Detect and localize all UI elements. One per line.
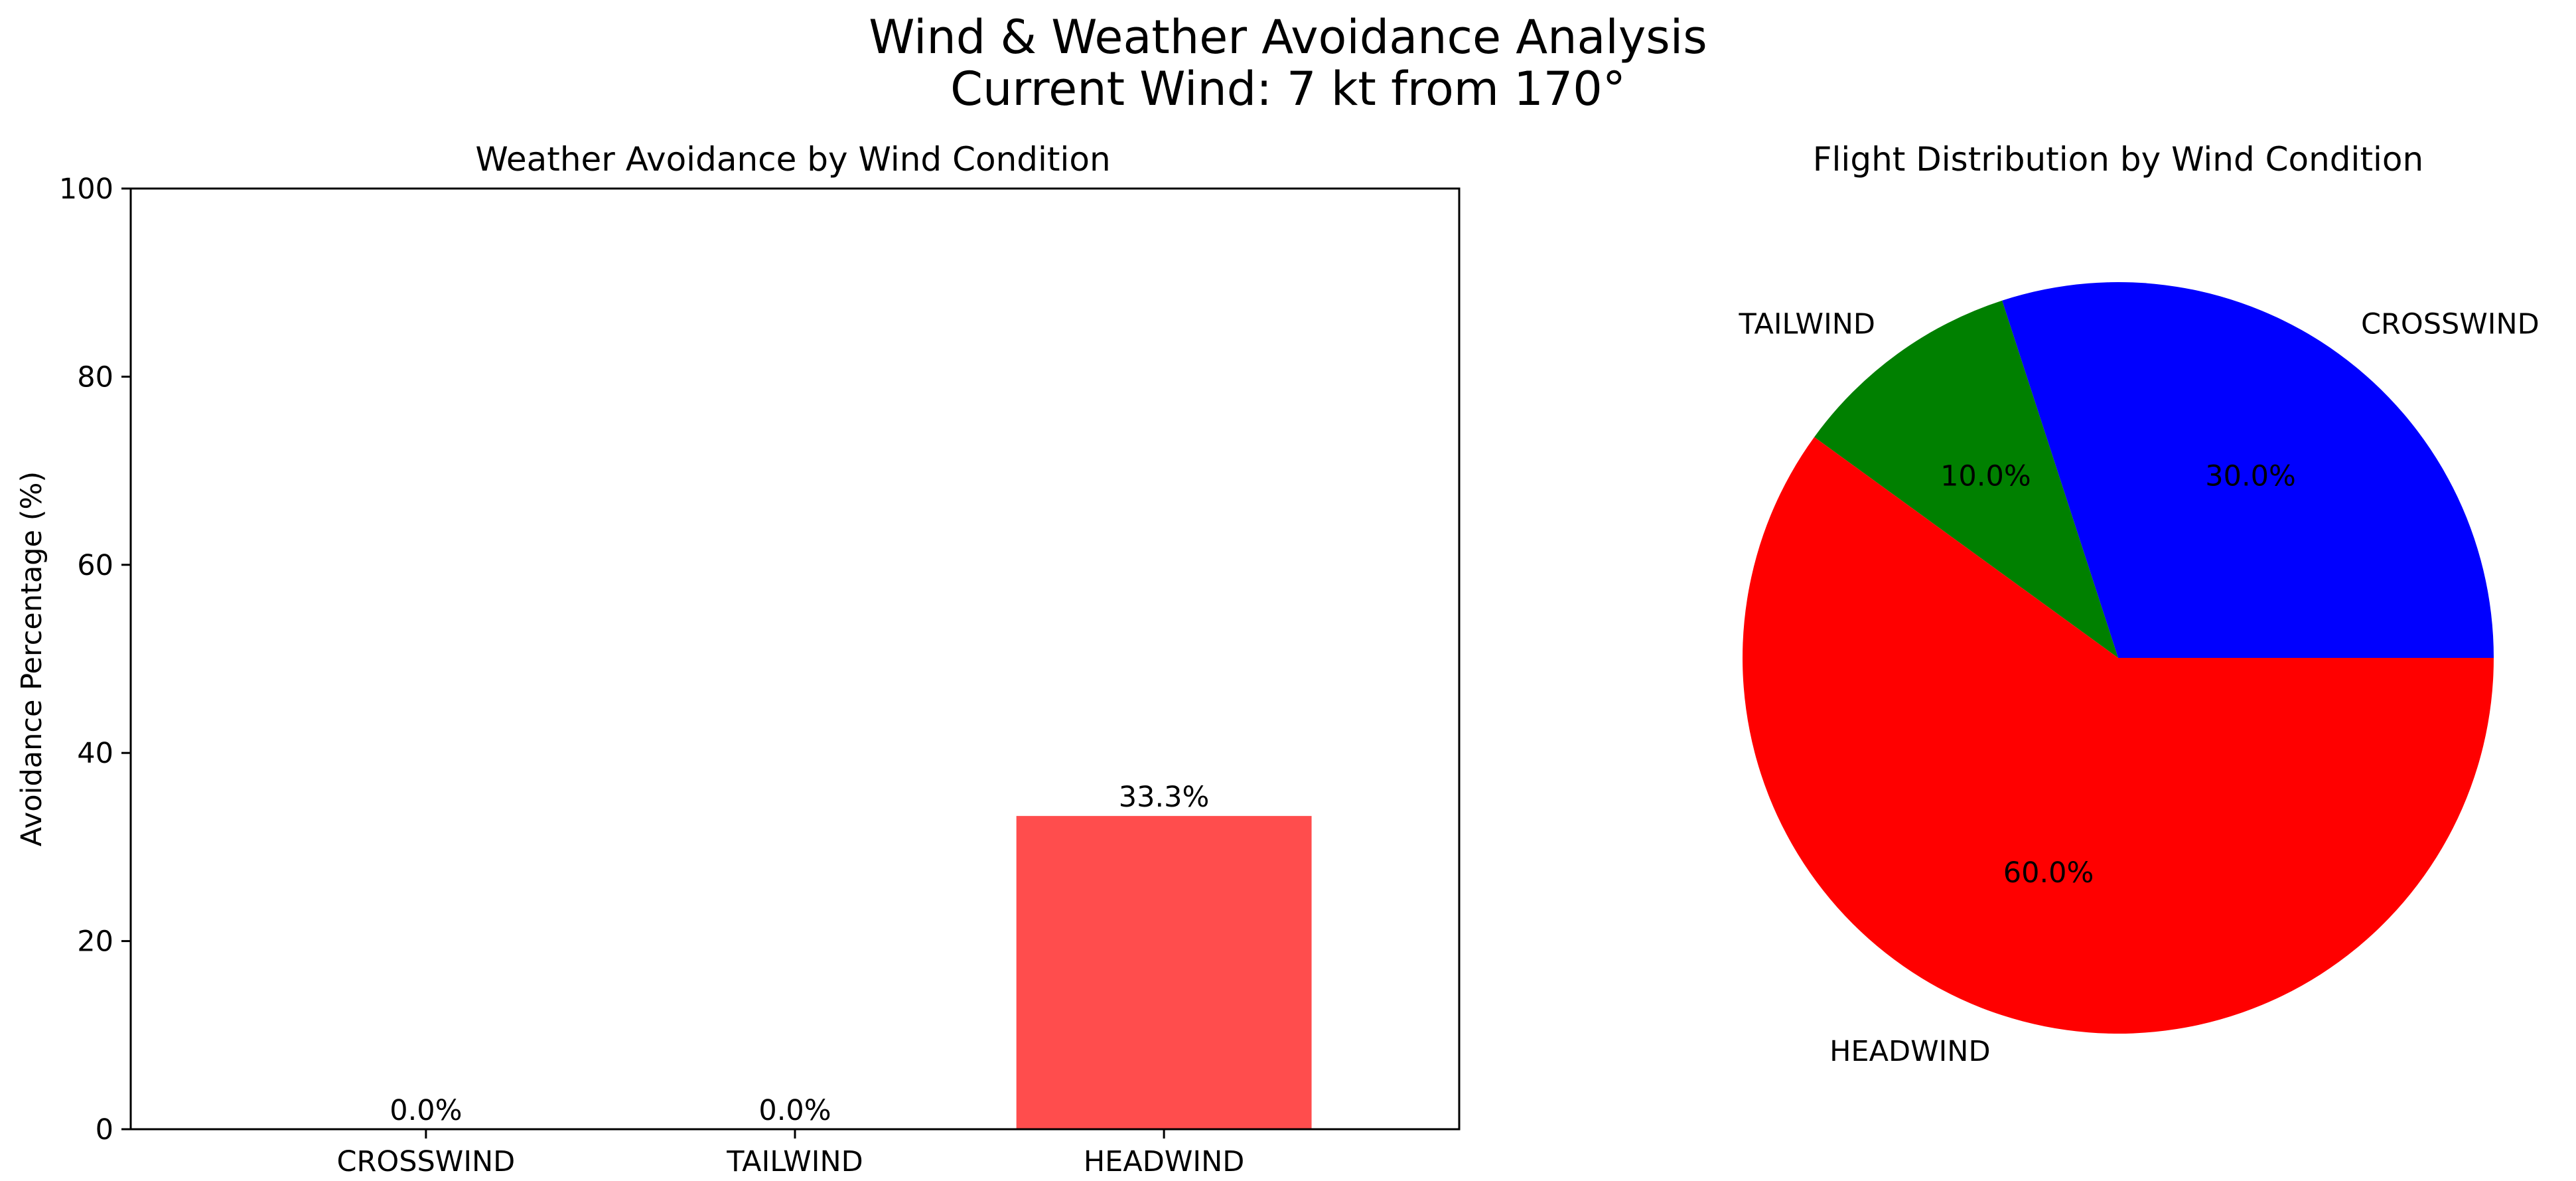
pie-percent-tailwind: 10.0% bbox=[1940, 459, 2031, 493]
y-tick-label: 60 bbox=[77, 549, 113, 582]
x-tick-label-headwind: HEADWIND bbox=[1084, 1145, 1245, 1178]
y-tick-label: 0 bbox=[96, 1113, 113, 1146]
bar-chart-title: Weather Avoidance by Wind Condition bbox=[475, 140, 1110, 179]
pie-labels: CROSSWIND TAILWIND HEADWIND bbox=[1739, 307, 2540, 1068]
pie-chart-title: Flight Distribution by Wind Condition bbox=[1813, 140, 2423, 179]
bar-value-label-headwind: 33.3% bbox=[1119, 781, 1210, 814]
bar-series bbox=[1016, 816, 1312, 1129]
figure-subtitle: Current Wind: 7 kt from 170° bbox=[950, 62, 1626, 116]
pie-chart: Flight Distribution by Wind Condition CR… bbox=[1739, 140, 2540, 1068]
y-tick-label: 40 bbox=[77, 737, 113, 770]
bar-x-axis: CROSSWIND TAILWIND HEADWIND bbox=[336, 1129, 1244, 1178]
y-tick-label: 20 bbox=[77, 925, 113, 959]
bar-y-axis: 0 20 40 60 80 100 bbox=[59, 173, 131, 1146]
pie-label-tailwind: TAILWIND bbox=[1739, 307, 1876, 341]
pie-label-crosswind: CROSSWIND bbox=[2361, 307, 2540, 341]
bar-y-axis-label: Avoidance Percentage (%) bbox=[15, 471, 48, 846]
bar-headwind bbox=[1016, 816, 1312, 1129]
pie-percent-labels: 30.0% 10.0% 60.0% bbox=[1940, 459, 2296, 890]
pie-percent-crosswind: 30.0% bbox=[2205, 459, 2296, 493]
figure-title: Wind & Weather Avoidance Analysis bbox=[869, 10, 1707, 64]
pie-label-headwind: HEADWIND bbox=[1829, 1035, 1991, 1068]
pie-percent-headwind: 60.0% bbox=[2003, 856, 2094, 890]
y-tick-label: 80 bbox=[77, 360, 113, 394]
pie-slice-tailwind bbox=[1814, 300, 2118, 658]
x-tick-label-crosswind: CROSSWIND bbox=[336, 1145, 515, 1178]
x-tick-label-tailwind: TAILWIND bbox=[726, 1145, 863, 1178]
pie-slices bbox=[1743, 282, 2494, 1034]
bar-value-labels: 0.0% 0.0% 33.3% bbox=[390, 781, 1209, 1127]
pie-slice-crosswind bbox=[2002, 282, 2494, 659]
bar-chart: Weather Avoidance by Wind Condition 0.0%… bbox=[15, 140, 1461, 1178]
y-tick-label: 100 bbox=[59, 173, 113, 206]
pie-slice-headwind bbox=[1743, 437, 2494, 1034]
bar-value-label-crosswind: 0.0% bbox=[390, 1094, 462, 1127]
bar-value-label-tailwind: 0.0% bbox=[758, 1094, 831, 1127]
